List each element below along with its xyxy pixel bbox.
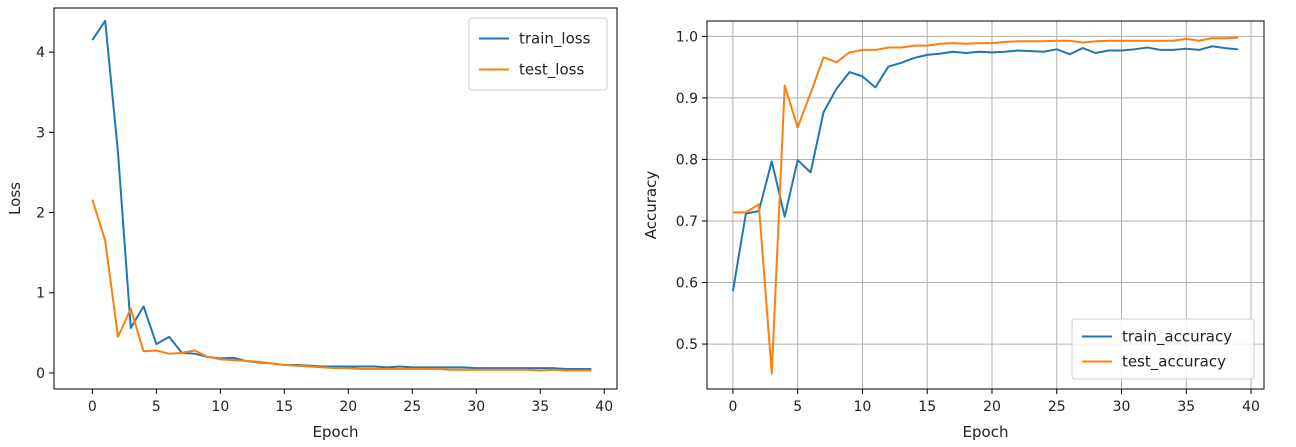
accuracy-chart: 0 5 10 15 20 25 30 35 40 0.5 0.6 0.7 0.8 0.9 1.0 Epoch A…: [642, 20, 1265, 441]
series-line-train_accuracy: [731, 45, 1239, 292]
x-tick-label: 25: [403, 399, 421, 415]
y-tick-label: 0.7: [676, 214, 698, 230]
y-axis-label: Accuracy: [642, 171, 660, 240]
x-axis-label: Epoch: [963, 423, 1009, 441]
plot-frame: [706, 20, 1265, 390]
x-tick-label: 35: [531, 399, 549, 415]
legend-label-train_loss: train_loss: [519, 30, 591, 49]
loss-chart: 0 5 10 15 20 25 30 35 40 0 1 2 3 4 Epoch Loss train_loss…: [6, 7, 618, 441]
x-tick-label: 20: [983, 399, 1001, 415]
y-tick-label: 0.9: [676, 91, 698, 107]
series-line-test_accuracy: [732, 36, 1239, 375]
x-tick-label: 25: [1048, 399, 1066, 415]
x-axis-label: Epoch: [313, 423, 359, 441]
x-tick-label: 5: [793, 399, 802, 415]
legend-label-test_loss: test_loss: [519, 61, 584, 80]
x-tick-label: 5: [152, 399, 161, 415]
y-tick-label: 2: [36, 206, 45, 222]
y-tick-label: 0.8: [676, 152, 698, 168]
legend-label-train_accuracy: train_accuracy: [1122, 328, 1232, 347]
y-tick-label: 1: [36, 286, 45, 302]
legend: train_loss test_loss: [468, 17, 608, 91]
y-tick-label: 4: [36, 45, 45, 61]
x-tick-label: 0: [88, 399, 97, 415]
x-tick-label: 15: [275, 399, 293, 415]
plot-frame: [53, 7, 618, 390]
x-tick-label: 40: [595, 399, 613, 415]
series-line-train_loss: [91, 19, 592, 370]
y-tick-label: 0.5: [676, 337, 698, 353]
x-tick-label: 30: [467, 399, 485, 415]
legend-label-test_accuracy: test_accuracy: [1122, 353, 1226, 372]
series-line-test_loss: [91, 199, 592, 372]
x-tick-label: 20: [339, 399, 357, 415]
x-tick-label: 0: [728, 399, 737, 415]
x-tick-label: 40: [1242, 399, 1260, 415]
x-tick-label: 10: [854, 399, 872, 415]
legend: train_accuracy test_accuracy: [1071, 318, 1255, 380]
x-tick-label: 10: [211, 399, 229, 415]
x-tick-label: 35: [1177, 399, 1195, 415]
legend-box: [1071, 318, 1255, 380]
y-tick-label: 3: [36, 125, 45, 141]
legend-box: [468, 17, 608, 91]
y-tick-label: 1.0: [676, 29, 698, 45]
y-tick-label: 0: [36, 366, 45, 382]
y-axis-label: Loss: [6, 182, 24, 215]
y-tick-label: 0.6: [676, 276, 698, 292]
x-tick-label: 15: [918, 399, 936, 415]
x-tick-label: 30: [1113, 399, 1131, 415]
